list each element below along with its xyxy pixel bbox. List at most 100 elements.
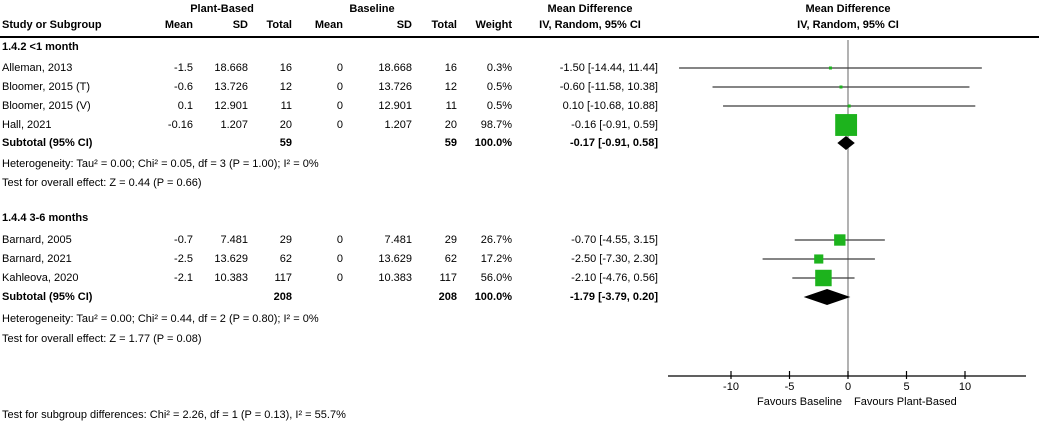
subtotal-total-value: 59 xyxy=(279,137,292,149)
weight-value: 17.2% xyxy=(480,253,512,265)
baseline-mean-value: 0 xyxy=(336,234,343,246)
ci-text: -0.70 [-4.55, 3.15] xyxy=(571,234,658,246)
effect-marker xyxy=(834,234,846,246)
col-header-weight: Weight xyxy=(475,19,512,31)
sd-value: 13.629 xyxy=(214,253,248,265)
subtotal-baseline-total-value: 208 xyxy=(438,291,457,303)
ci-text: -1.50 [-14.44, 11.44] xyxy=(559,62,658,74)
subtotal-weight-value: 100.0% xyxy=(474,137,512,149)
total-value: 11 xyxy=(280,100,292,112)
weight-value: 56.0% xyxy=(480,272,512,284)
header-rule xyxy=(0,36,1039,38)
mean-value: -1.5 xyxy=(174,62,193,74)
subgroup-difference-text: Test for subgroup differences: Chi² = 2.… xyxy=(2,409,346,421)
baseline-sd-value: 13.629 xyxy=(378,253,412,265)
col-header-iv-text: IV, Random, 95% CI xyxy=(539,19,641,31)
baseline-sd-value: 1.207 xyxy=(384,119,412,131)
weight-value: 0.5% xyxy=(486,81,512,93)
subtotal-ci-text: -0.17 [-0.91, 0.58] xyxy=(569,137,658,149)
mean-value: -2.5 xyxy=(174,253,193,265)
study-label: Hall, 2021 xyxy=(2,119,52,131)
baseline-sd-value: 7.481 xyxy=(384,234,412,246)
sd-value: 13.726 xyxy=(214,81,248,93)
ci-text: -2.50 [-7.30, 2.30] xyxy=(571,253,658,265)
effect-marker xyxy=(839,85,843,89)
effect-marker xyxy=(847,104,851,108)
col-header-total-exp: Total xyxy=(266,19,292,31)
header-mean-difference-plot: Mean Difference xyxy=(805,3,891,15)
baseline-sd-value: 13.726 xyxy=(378,81,412,93)
baseline-total-value: 117 xyxy=(439,272,457,284)
baseline-sd-value: 10.383 xyxy=(378,272,412,284)
col-header-mean-exp: Mean xyxy=(164,19,193,31)
col-header-sd-exp: SD xyxy=(232,19,248,31)
col-header-sd-ctrl: SD xyxy=(396,19,412,31)
subtotal-label: Subtotal (95% CI) xyxy=(2,291,93,303)
study-label: Bloomer, 2015 (T) xyxy=(2,81,91,93)
col-header-total-ctrl: Total xyxy=(431,19,457,31)
study-label: Barnard, 2021 xyxy=(2,253,72,265)
study-label: Barnard, 2005 xyxy=(2,234,72,246)
sd-value: 12.901 xyxy=(214,100,248,112)
baseline-mean-value: 0 xyxy=(336,119,343,131)
subtotal-diamond xyxy=(837,136,855,150)
sd-value: 10.383 xyxy=(214,272,248,284)
baseline-total-value: 12 xyxy=(444,81,457,93)
effect-marker xyxy=(815,269,832,287)
axis-tick-label: 10 xyxy=(958,381,972,393)
subtotal-total-value: 208 xyxy=(273,291,292,303)
baseline-total-value: 11 xyxy=(445,100,457,112)
baseline-mean-value: 0 xyxy=(336,62,343,74)
baseline-total-value: 20 xyxy=(444,119,457,131)
subtotal-weight-value: 100.0% xyxy=(474,291,512,303)
overall-effect-text: Test for overall effect: Z = 0.44 (P = 0… xyxy=(2,177,202,189)
axis-tick-label: 5 xyxy=(903,381,910,393)
ci-text: -0.16 [-0.91, 0.59] xyxy=(571,119,658,131)
baseline-sd-value: 18.668 xyxy=(378,62,412,74)
mean-value: -0.6 xyxy=(174,81,193,93)
ci-text: -0.60 [-11.58, 10.38] xyxy=(559,81,658,93)
mean-value: -2.1 xyxy=(174,272,193,284)
study-label: Bloomer, 2015 (V) xyxy=(2,100,91,112)
overall-effect-text: Test for overall effect: Z = 1.77 (P = 0… xyxy=(2,333,202,345)
baseline-total-value: 16 xyxy=(444,62,457,74)
ci-text: 0.10 [-10.68, 10.88] xyxy=(562,100,658,112)
baseline-total-value: 62 xyxy=(444,253,457,265)
col-header-iv-plot: IV, Random, 95% CI xyxy=(797,19,899,31)
effect-marker xyxy=(835,114,858,136)
header-mean-difference-text: Mean Difference xyxy=(547,3,633,15)
baseline-sd-value: 12.901 xyxy=(378,100,412,112)
col-header-study: Study or Subgroup xyxy=(2,19,102,31)
baseline-mean-value: 0 xyxy=(336,272,343,284)
total-value: 16 xyxy=(279,62,292,74)
favours-plant-based-label: Favours Plant-Based xyxy=(854,396,957,408)
heterogeneity-text: Heterogeneity: Tau² = 0.00; Chi² = 0.05,… xyxy=(2,158,319,170)
sd-value: 7.481 xyxy=(220,234,248,246)
weight-value: 0.5% xyxy=(486,100,512,112)
heterogeneity-text: Heterogeneity: Tau² = 0.00; Chi² = 0.44,… xyxy=(2,313,319,325)
total-value: 20 xyxy=(279,119,292,131)
baseline-mean-value: 0 xyxy=(336,253,343,265)
axis-tick-label: 0 xyxy=(844,381,852,393)
subtotal-diamond xyxy=(803,289,851,305)
baseline-mean-value: 0 xyxy=(336,81,343,93)
total-value: 117 xyxy=(274,272,292,284)
effect-marker xyxy=(828,66,832,70)
subtotal-ci-text: -1.79 [-3.79, 0.20] xyxy=(569,291,658,303)
weight-value: 98.7% xyxy=(480,119,512,131)
effect-marker xyxy=(814,254,824,264)
weight-value: 0.3% xyxy=(486,62,512,74)
axis-tick-label: -5 xyxy=(784,381,795,393)
weight-value: 26.7% xyxy=(480,234,512,246)
subtotal-label: Subtotal (95% CI) xyxy=(2,137,93,149)
sd-value: 18.668 xyxy=(214,62,248,74)
mean-value: -0.16 xyxy=(167,119,193,131)
study-label: Kahleova, 2020 xyxy=(2,272,79,284)
baseline-total-value: 29 xyxy=(444,234,457,246)
group-header-baseline: Baseline xyxy=(349,3,395,15)
study-label: Alleman, 2013 xyxy=(2,62,73,74)
